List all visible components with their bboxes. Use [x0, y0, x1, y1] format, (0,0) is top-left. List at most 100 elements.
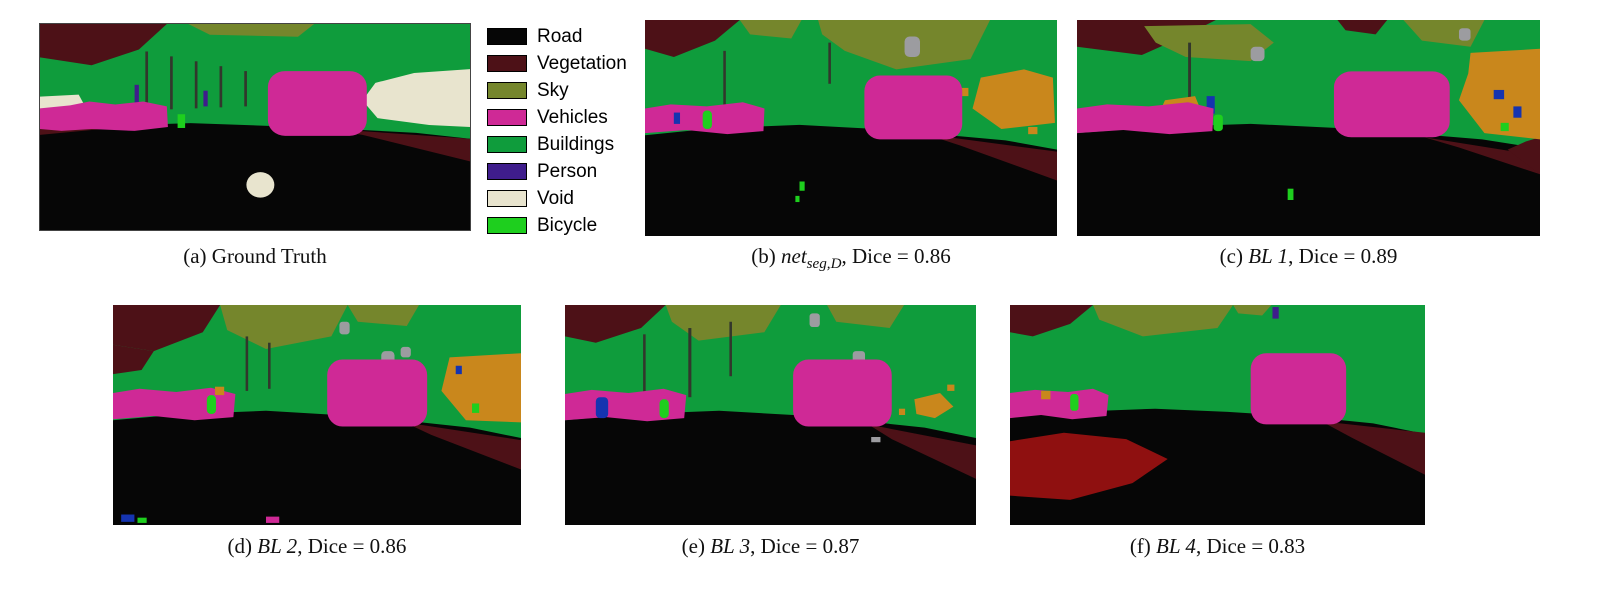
- vegetation-strip: [925, 134, 1057, 181]
- road-region: [113, 410, 521, 525]
- caption-e: (e) BL 3, Dice = 0.87: [565, 534, 976, 563]
- caption-d: (d) BL 2, Dice = 0.86: [113, 534, 521, 563]
- gray-speck: [871, 437, 881, 443]
- caption-tag: (b): [751, 244, 776, 268]
- caption-method: BL 2: [257, 534, 298, 558]
- vegetation-region: [113, 305, 221, 352]
- void-circle: [246, 172, 275, 198]
- bicycle-blob: [177, 114, 186, 128]
- legend-swatch-vegetation: [487, 55, 527, 72]
- caption-method-sub: seg,D: [806, 256, 842, 273]
- caption-method: BL 4: [1156, 534, 1196, 558]
- pole-line: [1188, 42, 1192, 101]
- ochre-speck: [215, 386, 225, 396]
- legend-item-road: Road: [487, 26, 627, 47]
- gray-blob: [400, 346, 411, 358]
- ochre-patch: [914, 393, 954, 419]
- car-blob: [793, 359, 892, 427]
- caption-dice: , Dice = 0.89: [1288, 244, 1398, 268]
- vegetation-strip: [868, 424, 976, 479]
- bicycle-speck: [1500, 122, 1509, 132]
- legend-item-vehicles: Vehicles: [487, 106, 627, 128]
- pole-lines: [245, 336, 271, 391]
- panel-bl1: [1077, 20, 1540, 236]
- caption-method: BL 3: [710, 534, 751, 558]
- legend-label: Vehicles: [537, 106, 608, 128]
- dark-red-region: [1010, 432, 1168, 500]
- caption-tag: (f): [1129, 534, 1151, 558]
- gray-blob: [904, 36, 921, 58]
- gray-blob: [809, 313, 820, 327]
- caption-a: (a) Ground Truth: [40, 244, 470, 273]
- sky-region: [665, 305, 781, 341]
- sky-region: [827, 305, 905, 329]
- legend-swatch-person: [487, 163, 527, 180]
- legend-item-bicycle: Bicycle: [487, 215, 627, 236]
- segmentation-image-d: [113, 305, 521, 525]
- sky-region: [220, 305, 348, 349]
- legend-label: Person: [537, 160, 598, 182]
- legend-swatch-sky: [487, 82, 527, 99]
- person-blob: [673, 112, 681, 124]
- caption-dice: , Dice = 0.86: [297, 534, 407, 558]
- panel-bl2: [113, 305, 521, 525]
- bicycle-speck: [799, 181, 805, 191]
- ochre-speck: [898, 408, 906, 415]
- vegetation-region: [1010, 305, 1093, 337]
- car-blob: [1333, 71, 1450, 138]
- road-region: [1010, 408, 1425, 525]
- caption-f: (f) BL 4, Dice = 0.83: [1010, 534, 1425, 563]
- legend-swatch-void: [487, 190, 527, 207]
- gray-blob: [1458, 28, 1471, 41]
- car-blob: [1250, 353, 1347, 425]
- person-blob: [203, 90, 208, 107]
- vehicles-row: [1010, 388, 1109, 420]
- vegetation-strip: [1321, 421, 1425, 475]
- sky-region: [1233, 305, 1272, 316]
- sky-region: [1144, 24, 1274, 62]
- vegetation-strip: [404, 422, 521, 470]
- person-speck: [1513, 106, 1522, 118]
- gray-blob: [1250, 46, 1265, 62]
- legend-item-void: Void: [487, 188, 627, 209]
- vehicles-row: [565, 388, 687, 422]
- vegetation-patch: [1337, 20, 1388, 35]
- caption-b: (b) netseg,D, Dice = 0.86: [645, 244, 1057, 273]
- panel-bl3: [565, 305, 976, 525]
- legend-label: Buildings: [537, 133, 615, 155]
- panel-netsegd: [645, 20, 1057, 236]
- panel-ground-truth: [39, 23, 471, 231]
- sky-region: [188, 24, 315, 37]
- bicycle-blob: [702, 110, 712, 130]
- vegetation-strip: [317, 127, 470, 162]
- legend-swatch-buildings: [487, 136, 527, 153]
- ochre-speck: [1041, 390, 1051, 400]
- pole-lines: [643, 321, 732, 398]
- person-blob: [595, 397, 609, 419]
- sky-region: [347, 305, 419, 326]
- segmentation-image-f: [1010, 305, 1425, 525]
- bicycle-speck: [795, 195, 800, 203]
- car-blob: [267, 71, 367, 136]
- bicycle-speck: [137, 517, 147, 523]
- ochre-speck: [947, 384, 955, 391]
- ochre-speck: [960, 87, 969, 97]
- vegetation-region: [645, 20, 740, 58]
- caption-dice: , Dice = 0.87: [750, 534, 860, 558]
- vehicles-row: [40, 101, 168, 131]
- caption-tag: (d): [227, 534, 253, 558]
- car-blob: [327, 359, 428, 427]
- bicycle-blob: [659, 399, 669, 419]
- vehicles-row: [113, 387, 236, 421]
- legend-item-person: Person: [487, 160, 627, 182]
- segmentation-image-e: [565, 305, 976, 525]
- caption-method: net: [781, 244, 807, 268]
- bicycle-blob: [1213, 114, 1223, 132]
- car-blob: [864, 75, 963, 140]
- vehicles-row: [1077, 102, 1214, 135]
- bicycle-speck: [472, 403, 480, 413]
- legend-swatch-road: [487, 28, 527, 45]
- legend-label: Sky: [537, 79, 569, 101]
- legend-swatch-vehicles: [487, 109, 527, 126]
